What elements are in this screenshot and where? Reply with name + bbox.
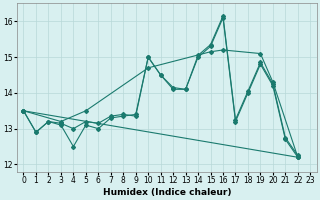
X-axis label: Humidex (Indice chaleur): Humidex (Indice chaleur) bbox=[103, 188, 231, 197]
